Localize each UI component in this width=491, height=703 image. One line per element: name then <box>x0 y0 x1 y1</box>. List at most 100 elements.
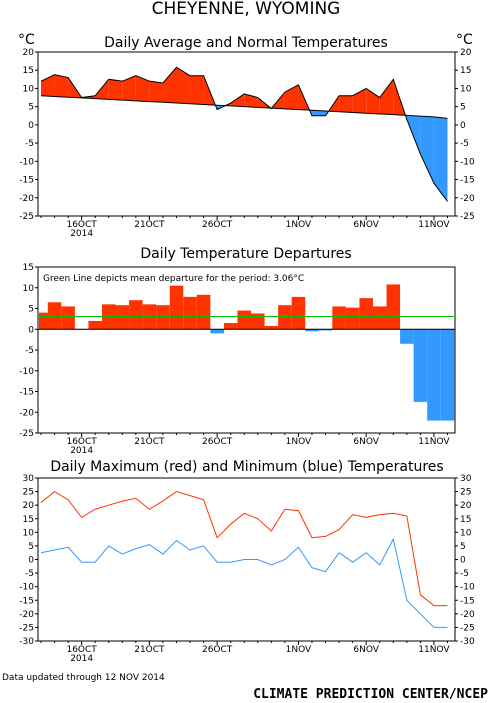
max-min-panel: Daily Maximum (red) and Minimum (blue) T… <box>19 459 475 664</box>
above-normal-area <box>54 74 69 98</box>
x-tick-label: 26OCT <box>202 437 233 447</box>
x-tick-label: 6NOV <box>353 645 379 655</box>
y-tick-label: 10 <box>23 284 35 294</box>
y-tick-label-right: 15 <box>460 515 471 525</box>
x-tick-label: 21OCT <box>134 645 165 655</box>
y-tick-label: -20 <box>19 610 34 620</box>
average-normal-panel: Daily Average and Normal Temperatures °C… <box>18 32 475 239</box>
x-tick-label: 21OCT <box>134 437 165 447</box>
above-normal-area <box>149 81 163 103</box>
y-tick-label-right: 20 <box>460 501 472 511</box>
y-tick-label: 0 <box>28 121 34 131</box>
y-tick-label: 0 <box>28 325 34 335</box>
departure-bar <box>61 306 75 330</box>
above-normal-area <box>339 95 353 113</box>
y-tick-label-right: 20 <box>460 48 472 58</box>
above-normal-area <box>95 79 109 100</box>
x-tick-label: 26OCT <box>202 645 233 655</box>
average-temperature-line <box>40 66 448 202</box>
below-normal-area <box>420 116 434 184</box>
y-tick-label-right: -5 <box>460 139 469 149</box>
y-tick-label: 0 <box>28 556 34 566</box>
credit-label: CLIMATE PREDICTION CENTER/NCEP <box>253 687 488 702</box>
y-tick-label: -25 <box>19 212 34 222</box>
above-normal-area <box>190 75 204 105</box>
x-tick-label: 16OCT <box>66 645 97 655</box>
maximum-temperature-line <box>40 490 448 607</box>
minimum-temperature-line <box>40 537 448 628</box>
x-tick-label: 11NOV <box>418 220 450 230</box>
average-normal-title: Daily Average and Normal Temperatures <box>104 35 388 51</box>
y-tick-label: 15 <box>23 263 34 273</box>
y-tick-label-right: -10 <box>460 157 475 167</box>
x-tick-label: 16OCT <box>66 220 97 230</box>
departure-bar <box>251 313 265 330</box>
y-tick-label: 5 <box>28 305 34 315</box>
departure-bar <box>169 285 184 330</box>
departure-bar <box>88 320 102 330</box>
y-tick-label: -20 <box>19 408 34 418</box>
y-tick-label-right: -10 <box>460 583 475 593</box>
x-tick-label: 16OCT <box>66 437 97 447</box>
y-tick-label: -5 <box>25 346 34 356</box>
y-tick-label-right: 30 <box>460 474 472 484</box>
departure-bar <box>264 325 279 330</box>
departure-bar <box>386 284 401 330</box>
y-tick-label: -30 <box>19 637 34 647</box>
departures-panel: Daily Temperature Departures Green Line … <box>19 246 456 456</box>
y-tick-label-right: -5 <box>460 569 469 579</box>
departure-bar <box>440 329 455 421</box>
above-normal-area <box>366 88 380 114</box>
y-tick-label: 15 <box>23 66 34 76</box>
departure-bar <box>183 296 197 330</box>
y-tick-label: 25 <box>23 488 34 498</box>
x-year-label: 2014 <box>70 229 93 239</box>
y-tick-label-right: 0 <box>460 121 466 131</box>
above-normal-area <box>122 75 136 101</box>
y-tick-label: -15 <box>19 596 34 606</box>
y-tick-label: -25 <box>19 623 34 633</box>
y-tick-label: 10 <box>23 84 35 94</box>
departure-bar <box>345 307 360 330</box>
above-normal-area <box>230 93 245 107</box>
x-tick-label: 26OCT <box>202 220 233 230</box>
y-tick-label-right: 25 <box>460 488 471 498</box>
y-tick-label-right: 10 <box>460 84 472 94</box>
x-tick-label: 11NOV <box>418 437 450 447</box>
data-updated-note: Data updated through 12 NOV 2014 <box>2 673 165 683</box>
y-tick-label: -10 <box>19 157 34 167</box>
page-title: CHEYENNE, WYOMING <box>152 0 341 19</box>
departure-bar <box>278 305 292 330</box>
y-tick-label: 30 <box>23 474 35 484</box>
y-tick-label: -15 <box>19 388 34 398</box>
above-normal-area <box>108 79 123 101</box>
departure-bar <box>223 323 238 330</box>
y-tick-label: -20 <box>19 194 34 204</box>
departure-bar <box>305 329 319 332</box>
x-tick-label: 1NOV <box>286 437 312 447</box>
departure-bar <box>427 329 441 421</box>
above-normal-area <box>162 67 177 104</box>
y-tick-label-right: -15 <box>460 596 475 606</box>
y-tick-label: -15 <box>19 176 34 186</box>
below-normal-area <box>312 110 326 116</box>
y-tick-label-right: -15 <box>460 176 475 186</box>
departure-bar <box>359 298 373 330</box>
departure-bar <box>237 310 252 330</box>
x-tick-label: 11NOV <box>418 645 450 655</box>
y-tick-label: 10 <box>23 528 35 538</box>
above-normal-area <box>379 79 394 115</box>
above-normal-area <box>244 93 258 108</box>
y-tick-label-right: -25 <box>460 212 475 222</box>
below-normal-area <box>433 116 448 202</box>
y-tick-label-right: 10 <box>460 528 472 538</box>
y-tick-label-right: 5 <box>460 542 466 552</box>
departure-bar <box>372 306 387 330</box>
departure-bar <box>413 329 428 402</box>
y-tick-label: -25 <box>19 429 34 439</box>
departure-bar <box>210 329 224 334</box>
y-tick-label: 15 <box>23 515 34 525</box>
y-tick-label: 5 <box>28 542 34 552</box>
x-tick-label: 21OCT <box>134 220 165 230</box>
